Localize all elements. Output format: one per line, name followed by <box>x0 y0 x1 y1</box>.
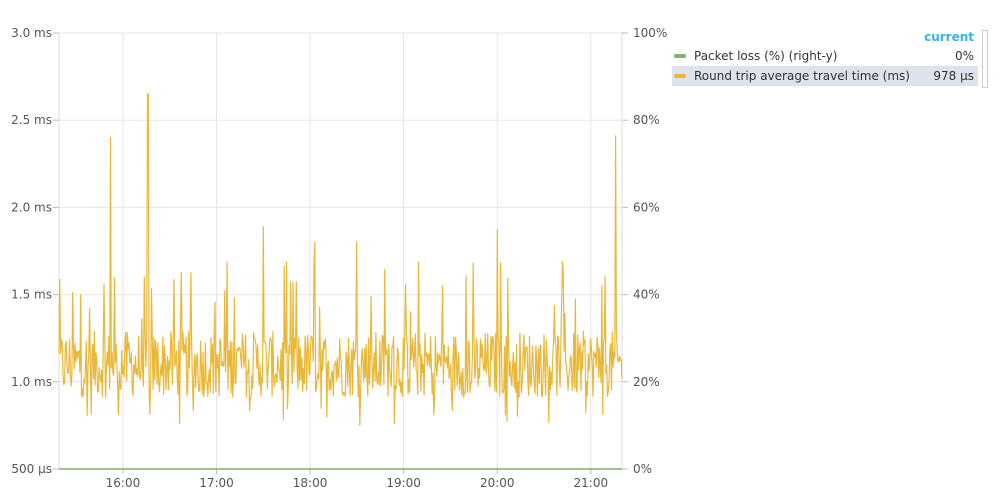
x-tick-label: 20:00 <box>480 476 515 490</box>
series-group <box>58 93 623 470</box>
legend-value: 978 µs <box>933 69 974 83</box>
right-tick-label: 80% <box>633 113 660 127</box>
left-tick-label: 2.5 ms <box>11 113 52 127</box>
legend-item-round-trip[interactable]: Round trip average travel time (ms) 978 … <box>672 66 978 86</box>
left-tick-label: 2.0 ms <box>11 200 52 214</box>
right-y-axis: 0% 20% 40% 60% 80% 100% <box>621 26 667 476</box>
left-y-axis: 500 µs 1.0 ms 1.5 ms 2.0 ms 2.5 ms 3.0 ms <box>11 26 60 476</box>
right-tick-label: 60% <box>633 200 660 214</box>
series-line-round-trip <box>58 93 623 426</box>
left-tick-label: 500 µs <box>11 462 52 476</box>
x-axis: 16:00 17:00 18:00 19:00 20:00 21:00 <box>106 469 608 490</box>
x-tick-label: 19:00 <box>386 476 421 490</box>
legend-swatch-packet-loss <box>674 54 686 58</box>
legend-column-header[interactable]: current <box>924 30 974 44</box>
x-tick-label: 21:00 <box>574 476 609 490</box>
legend-item-packet-loss[interactable]: Packet loss (%) (right-y) 0% <box>672 46 978 66</box>
left-tick-label: 3.0 ms <box>11 26 52 40</box>
x-tick-label: 17:00 <box>199 476 234 490</box>
legend-scrollbar[interactable] <box>982 30 988 88</box>
grid <box>59 32 622 470</box>
x-tick-label: 18:00 <box>293 476 328 490</box>
left-tick-label: 1.0 ms <box>11 375 52 389</box>
right-tick-label: 40% <box>633 288 660 302</box>
left-tick-label: 1.5 ms <box>11 288 52 302</box>
legend-value: 0% <box>954 49 974 63</box>
x-tick-label: 16:00 <box>106 476 141 490</box>
legend-label[interactable]: Round trip average travel time (ms) <box>694 69 910 83</box>
legend-label[interactable]: Packet loss (%) (right-y) <box>694 49 838 63</box>
right-tick-label: 20% <box>633 375 660 389</box>
right-tick-label: 0% <box>633 462 652 476</box>
legend-swatch-round-trip <box>674 74 686 78</box>
legend: current Packet loss (%) (right-y) 0% Rou… <box>672 28 978 86</box>
right-tick-label: 100% <box>633 26 667 40</box>
